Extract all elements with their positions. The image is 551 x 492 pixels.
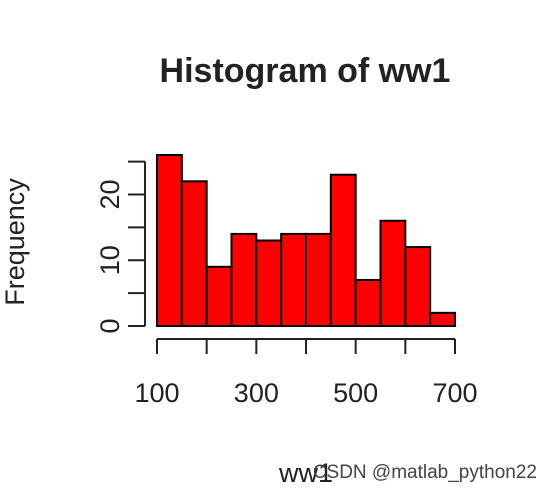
watermark-text: CSDN @matlab_python22 bbox=[313, 462, 537, 483]
x-axis: 100 300 500 700 bbox=[134, 338, 478, 408]
x-tick-label: 700 bbox=[432, 378, 477, 408]
histogram-bar bbox=[379, 219, 407, 327]
y-axis-label: Frequency bbox=[0, 178, 30, 306]
histogram-bar bbox=[180, 180, 208, 327]
histogram-bar bbox=[329, 173, 357, 327]
histogram-bar bbox=[305, 232, 332, 327]
histogram-bar bbox=[404, 246, 432, 327]
histogram-bar bbox=[205, 265, 233, 327]
x-tick-label: 500 bbox=[333, 378, 378, 408]
histogram-bar bbox=[255, 239, 283, 327]
bars-group bbox=[156, 154, 456, 328]
y-tick-label: 20 bbox=[95, 179, 125, 209]
x-tick-label: 300 bbox=[234, 378, 279, 408]
x-axis-label: ww1 bbox=[278, 458, 333, 488]
x-tick-label: 100 bbox=[134, 378, 179, 408]
y-axis: 0 10 20 bbox=[95, 160, 146, 334]
histogram-bar bbox=[230, 232, 258, 327]
histogram-bar bbox=[280, 232, 307, 327]
histogram-bar bbox=[156, 154, 183, 327]
y-tick-label: 10 bbox=[95, 245, 125, 275]
chart-title: Histogram of ww1 bbox=[160, 52, 451, 90]
histogram-bar bbox=[429, 311, 456, 328]
histogram-bar bbox=[354, 278, 382, 328]
y-tick-label: 0 bbox=[95, 318, 125, 333]
